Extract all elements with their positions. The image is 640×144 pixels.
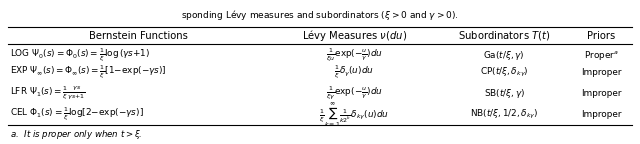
- Text: $\mathrm{SB}(t/\xi, \gamma)$: $\mathrm{SB}(t/\xi, \gamma)$: [484, 87, 525, 100]
- Text: Lévy Measures $\nu(du)$: Lévy Measures $\nu(du)$: [302, 28, 407, 43]
- Text: $\frac{1}{\xi u}\exp(-\frac{u}{\gamma})du$: $\frac{1}{\xi u}\exp(-\frac{u}{\gamma})d…: [326, 47, 383, 64]
- Text: $\mathrm{CP}(t/\xi, \delta_{k\gamma})$: $\mathrm{CP}(t/\xi, \delta_{k\gamma})$: [480, 66, 529, 79]
- Text: Improper: Improper: [580, 89, 621, 98]
- Text: $\frac{1}{\xi\gamma}\exp(-\frac{u}{\gamma})du$: $\frac{1}{\xi\gamma}\exp(-\frac{u}{\gamm…: [326, 85, 383, 102]
- Text: sponding Lévy measures and subordinators ($\xi > 0$ and $\gamma > 0$).: sponding Lévy measures and subordinators…: [181, 8, 459, 22]
- Text: $\mathrm{Ga}(t/\xi, \gamma)$: $\mathrm{Ga}(t/\xi, \gamma)$: [483, 49, 525, 62]
- Text: Subordinators $T(t)$: Subordinators $T(t)$: [458, 29, 550, 42]
- Text: Proper$^{a}$: Proper$^{a}$: [584, 49, 618, 62]
- Text: EXP $\Psi_\infty(s) = \Phi_\infty(s) = \frac{1}{\xi}[1{-}\exp(-\gamma s)]$: EXP $\Psi_\infty(s) = \Phi_\infty(s) = \…: [10, 64, 167, 81]
- Text: Improper: Improper: [580, 110, 621, 119]
- Text: $a$.  It is proper only when $t > \xi$.: $a$. It is proper only when $t > \xi$.: [10, 128, 143, 141]
- Text: Improper: Improper: [580, 68, 621, 77]
- Text: CEL $\Phi_1(s) = \frac{1}{\xi}\log[2{-}\exp(-\gamma s)]$: CEL $\Phi_1(s) = \frac{1}{\xi}\log[2{-}\…: [10, 106, 144, 123]
- Text: $\frac{1}{\xi}\delta_\gamma(u)du$: $\frac{1}{\xi}\delta_\gamma(u)du$: [335, 64, 374, 81]
- Text: Priors: Priors: [587, 31, 615, 41]
- Text: Bernstein Functions: Bernstein Functions: [90, 31, 188, 41]
- Text: LFR $\Psi_1(s) = \frac{1}{\xi}\frac{\gamma s}{\gamma s{+}1}$: LFR $\Psi_1(s) = \frac{1}{\xi}\frac{\gam…: [10, 85, 86, 102]
- Text: $\mathrm{NB}(t/\xi, 1/2, \delta_{k\gamma})$: $\mathrm{NB}(t/\xi, 1/2, \delta_{k\gamma…: [470, 108, 538, 121]
- Text: $\frac{1}{\xi}\sum_{k=1}^{\infty}\frac{1}{k2^k}\delta_{k\gamma}(u)du$: $\frac{1}{\xi}\sum_{k=1}^{\infty}\frac{1…: [319, 101, 389, 129]
- Text: LOG $\Psi_0(s) = \Phi_0(s) = \frac{1}{\xi}\log\left(\gamma s{+}1\right)$: LOG $\Psi_0(s) = \Phi_0(s) = \frac{1}{\x…: [10, 47, 150, 64]
